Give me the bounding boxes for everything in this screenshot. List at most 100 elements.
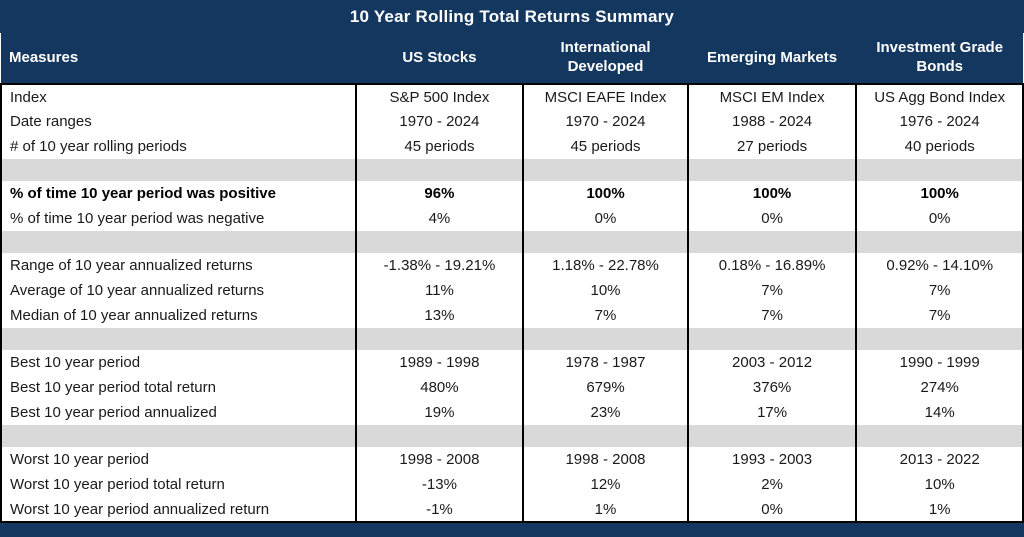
value-cell: 0% — [686, 206, 857, 231]
spacer-cell — [0, 159, 356, 181]
value-cell: 0% — [686, 497, 857, 523]
spacer-cell — [522, 231, 688, 253]
measure-cell: Best 10 year period annualized — [0, 400, 356, 425]
table-row: Index S&P 500 Index MSCI EAFE Index MSCI EM… — [0, 83, 1024, 109]
measure-cell: Index — [0, 83, 356, 109]
header-row: Measures US Stocks International Developed… — [1, 33, 1023, 84]
spacer-cell — [855, 159, 1024, 181]
table-row: Best 10 year period annualized 19% 23% 17% 1… — [0, 400, 1024, 425]
table-row: % of time 10 year period was negative 4% 0… — [0, 206, 1024, 231]
measure-cell: Median of 10 year annualized returns — [0, 303, 356, 328]
spacer-cell — [522, 328, 688, 350]
measure-cell: % of time 10 year period was positive — [0, 181, 356, 206]
value-cell: 480% — [354, 375, 524, 400]
value-cell: 96% — [354, 181, 524, 206]
value-cell: 1.18% - 22.78% — [522, 253, 688, 278]
measure-cell: # of 10 year rolling periods — [0, 134, 356, 159]
table-row: % of time 10 year period was positive 96%… — [0, 181, 1024, 206]
value-cell: 0.92% - 14.10% — [855, 253, 1024, 278]
value-cell: 0% — [522, 206, 688, 231]
column-header: International Developed — [560, 39, 651, 75]
column-header: US Stocks — [402, 48, 477, 66]
value-cell: 274% — [855, 375, 1024, 400]
spacer-row — [0, 231, 1024, 253]
value-cell: 45 periods — [354, 134, 524, 159]
returns-table: Measures US Stocks International Developed… — [0, 33, 1024, 523]
spacer-cell — [522, 159, 688, 181]
table-row: Average of 10 year annualized returns 11%… — [0, 278, 1024, 303]
value-cell: 7% — [686, 303, 857, 328]
page-title: 10 Year Rolling Total Returns Summary — [349, 6, 675, 26]
table-row: Range of 10 year annualized returns -1.38… — [0, 253, 1024, 278]
spacer-cell — [855, 425, 1024, 447]
value-cell: -1% — [354, 497, 524, 523]
value-cell: 0% — [855, 206, 1024, 231]
value-cell: -13% — [354, 472, 524, 497]
column-header: Investment Grade Bonds — [876, 39, 1004, 75]
value-cell: 100% — [855, 181, 1024, 206]
spacer-row — [0, 328, 1024, 350]
measure-cell: Worst 10 year period — [0, 447, 356, 472]
spacer-cell — [354, 159, 524, 181]
value-cell: 1989 - 1998 — [354, 350, 524, 375]
value-cell: 376% — [686, 375, 857, 400]
value-cell: -1.38% - 19.21% — [354, 253, 524, 278]
value-cell: 1% — [855, 497, 1024, 523]
value-cell: 2013 - 2022 — [855, 447, 1024, 472]
value-cell: MSCI EAFE Index — [522, 83, 688, 109]
spacer-row — [0, 159, 1024, 181]
value-cell: 0.18% - 16.89% — [686, 253, 857, 278]
spacer-cell — [686, 159, 857, 181]
measure-cell: Date ranges — [0, 109, 356, 134]
value-cell: 1998 - 2008 — [354, 447, 524, 472]
column-header: Emerging Markets — [707, 48, 838, 66]
value-cell: 100% — [686, 181, 857, 206]
value-cell: 7% — [855, 278, 1024, 303]
spacer-cell — [0, 425, 356, 447]
measure-cell: Worst 10 year period annualized return — [0, 497, 356, 523]
value-cell: 7% — [686, 278, 857, 303]
measure-cell: Range of 10 year annualized returns — [0, 253, 356, 278]
spacer-cell — [686, 425, 857, 447]
value-cell: 27 periods — [686, 134, 857, 159]
value-cell: 40 periods — [855, 134, 1024, 159]
value-cell: US Agg Bond Index — [855, 83, 1024, 109]
value-cell: 11% — [354, 278, 524, 303]
table-row: Worst 10 year period 1998 - 2008 1998 - 20… — [0, 447, 1024, 472]
value-cell: 1990 - 1999 — [855, 350, 1024, 375]
value-cell: 1988 - 2024 — [686, 109, 857, 134]
value-cell: 10% — [855, 472, 1024, 497]
value-cell: 17% — [686, 400, 857, 425]
table-row: Best 10 year period 1989 - 1998 1978 - 198… — [0, 350, 1024, 375]
spacer-cell — [855, 231, 1024, 253]
value-cell: 7% — [522, 303, 688, 328]
table-row: # of 10 year rolling periods 45 periods 45… — [0, 134, 1024, 159]
table-row: Worst 10 year period annualized return -1… — [0, 497, 1024, 523]
value-cell: 679% — [522, 375, 688, 400]
spacer-cell — [0, 231, 356, 253]
value-cell: 1970 - 2024 — [354, 109, 524, 134]
measure-cell: Average of 10 year annualized returns — [0, 278, 356, 303]
value-cell: 7% — [855, 303, 1024, 328]
value-cell: 1970 - 2024 — [522, 109, 688, 134]
title-bar: 10 Year Rolling Total Returns Summary — [0, 0, 1024, 33]
table-body: Index S&P 500 Index MSCI EAFE Index MSCI EM… — [0, 83, 1024, 523]
spacer-cell — [686, 328, 857, 350]
spacer-cell — [354, 425, 524, 447]
value-cell: 19% — [354, 400, 524, 425]
spacer-row — [0, 425, 1024, 447]
table-row: Worst 10 year period total return -13% 12%… — [0, 472, 1024, 497]
spacer-cell — [686, 231, 857, 253]
value-cell: S&P 500 Index — [354, 83, 524, 109]
measure-cell: Best 10 year period — [0, 350, 356, 375]
value-cell: 14% — [855, 400, 1024, 425]
value-cell: 12% — [522, 472, 688, 497]
footer-bar — [0, 523, 1024, 537]
column-header-measures: Measures — [9, 48, 79, 66]
table-row: Date ranges 1970 - 2024 1970 - 2024 1988 - … — [0, 109, 1024, 134]
value-cell: 1998 - 2008 — [522, 447, 688, 472]
value-cell: 10% — [522, 278, 688, 303]
value-cell: 13% — [354, 303, 524, 328]
value-cell: 23% — [522, 400, 688, 425]
